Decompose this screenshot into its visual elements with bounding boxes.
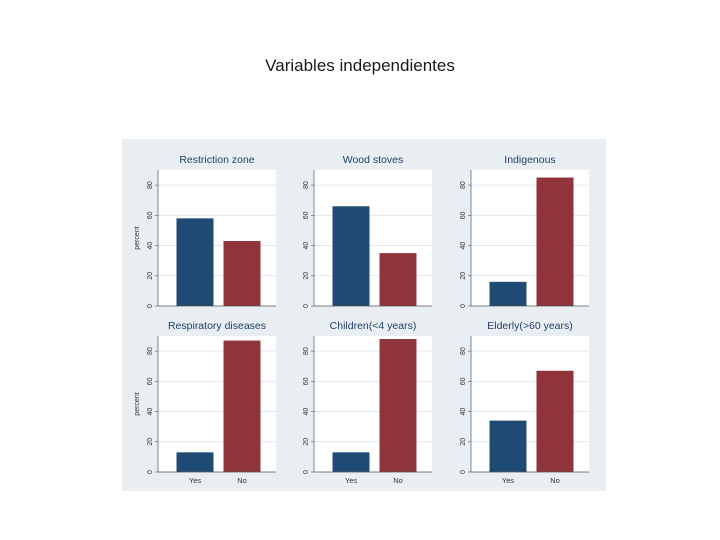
y-tick-label: 20 xyxy=(147,438,154,446)
panel-children-4-years: Children(<4 years) 0 20 40 60 80 Yes No xyxy=(303,320,432,485)
bar-yes-wood-stoves xyxy=(332,206,370,306)
y-tick-label: 80 xyxy=(303,181,310,189)
y-tick-label: 0 xyxy=(147,304,154,308)
panel-title-indigenous: Indigenous xyxy=(504,154,555,166)
x-tick-label: Yes xyxy=(502,476,514,485)
y-tick-label: 60 xyxy=(460,377,467,385)
y-tick-label: 40 xyxy=(303,408,310,416)
panel-title-wood-stoves: Wood stoves xyxy=(343,154,404,166)
y-axis-label-respiratory-diseases: percent xyxy=(134,392,141,415)
x-tick-label: Yes xyxy=(345,476,357,485)
y-tick-label: 40 xyxy=(147,242,154,250)
bar-yes-restriction-zone xyxy=(176,218,214,306)
y-axis-label-restriction-zone: percent xyxy=(134,226,141,249)
y-tick-label: 60 xyxy=(147,211,154,219)
chart-grid-svg: Restriction zone 0 20 40 60 80 percent Wood sto… xyxy=(134,154,589,485)
y-tick-label: 0 xyxy=(460,304,467,308)
y-tick-label: 0 xyxy=(460,470,467,474)
y-tick-label: 40 xyxy=(303,242,310,250)
x-tick-label: Yes xyxy=(189,476,201,485)
panel-indigenous: Indigenous 0 20 40 60 80 xyxy=(460,154,589,308)
y-tick-label: 0 xyxy=(303,470,310,474)
panel-wood-stoves: Wood stoves 0 20 40 60 80 xyxy=(303,154,432,308)
y-tick-label: 80 xyxy=(147,181,154,189)
panel-title-elderly-60-years: Elderly(>60 years) xyxy=(487,320,573,332)
y-tick-label: 20 xyxy=(303,272,310,280)
y-tick-label: 0 xyxy=(147,470,154,474)
bar-yes-respiratory-diseases xyxy=(176,452,214,472)
slide-title: Variables independientes xyxy=(265,56,455,75)
bar-yes-indigenous xyxy=(489,281,527,306)
x-tick-label: No xyxy=(393,476,403,485)
y-tick-label: 60 xyxy=(303,211,310,219)
bar-no-children-4-years xyxy=(379,339,417,472)
y-tick-label: 40 xyxy=(460,242,467,250)
x-tick-label: No xyxy=(550,476,560,485)
chart-figure: Restriction zone 0 20 40 60 80 percent Wood sto… xyxy=(122,139,606,491)
panel-restriction-zone: Restriction zone 0 20 40 60 80 percent xyxy=(134,154,276,308)
panel-title-respiratory-diseases: Respiratory diseases xyxy=(168,320,266,332)
y-tick-label: 60 xyxy=(147,377,154,385)
bar-no-elderly-60-years xyxy=(536,370,574,472)
x-tick-label: No xyxy=(237,476,247,485)
bar-no-indigenous xyxy=(536,177,574,306)
y-tick-label: 20 xyxy=(303,438,310,446)
y-tick-label: 20 xyxy=(147,272,154,280)
panel-elderly-60-years: Elderly(>60 years) 0 20 40 60 80 Yes No xyxy=(460,320,589,485)
y-tick-label: 0 xyxy=(303,304,310,308)
y-tick-label: 60 xyxy=(460,211,467,219)
y-tick-label: 40 xyxy=(460,408,467,416)
bar-yes-children-4-years xyxy=(332,452,370,472)
y-tick-label: 20 xyxy=(460,272,467,280)
bar-no-wood-stoves xyxy=(379,253,417,306)
panel-respiratory-diseases: Respiratory diseases 0 20 40 60 80 percent Yes N… xyxy=(134,320,276,485)
bar-no-restriction-zone xyxy=(223,241,261,306)
bar-yes-elderly-60-years xyxy=(489,420,527,472)
y-tick-label: 60 xyxy=(303,377,310,385)
panel-title-children-4-years: Children(<4 years) xyxy=(330,320,417,332)
bar-no-respiratory-diseases xyxy=(223,340,261,472)
y-tick-label: 80 xyxy=(460,347,467,355)
y-tick-label: 40 xyxy=(147,408,154,416)
y-tick-label: 20 xyxy=(460,438,467,446)
y-tick-label: 80 xyxy=(460,181,467,189)
y-tick-label: 80 xyxy=(303,347,310,355)
panel-title-restriction-zone: Restriction zone xyxy=(179,154,254,166)
y-tick-label: 80 xyxy=(147,347,154,355)
